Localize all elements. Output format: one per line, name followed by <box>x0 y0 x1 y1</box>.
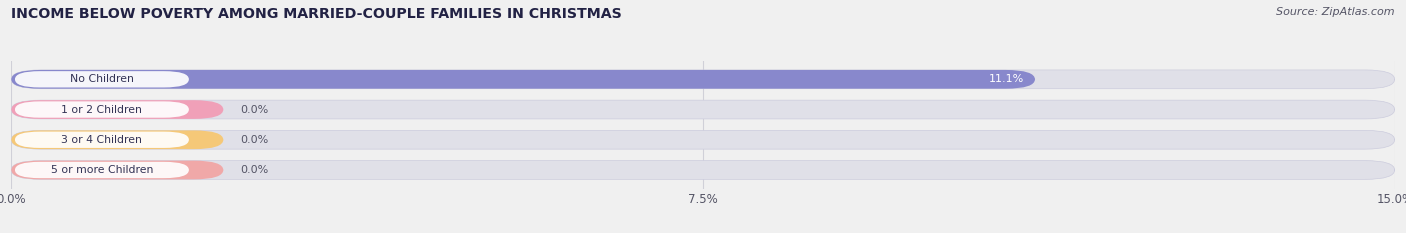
Text: 0.0%: 0.0% <box>240 135 269 145</box>
Text: 0.0%: 0.0% <box>240 105 269 115</box>
FancyBboxPatch shape <box>11 100 224 119</box>
FancyBboxPatch shape <box>11 70 1035 89</box>
FancyBboxPatch shape <box>11 100 1395 119</box>
Text: 1 or 2 Children: 1 or 2 Children <box>62 105 142 115</box>
FancyBboxPatch shape <box>11 161 224 179</box>
FancyBboxPatch shape <box>15 132 188 148</box>
Text: 5 or more Children: 5 or more Children <box>51 165 153 175</box>
Text: 0.0%: 0.0% <box>240 165 269 175</box>
FancyBboxPatch shape <box>11 130 224 149</box>
Text: 3 or 4 Children: 3 or 4 Children <box>62 135 142 145</box>
FancyBboxPatch shape <box>11 70 1395 89</box>
FancyBboxPatch shape <box>15 71 188 87</box>
FancyBboxPatch shape <box>15 162 188 178</box>
FancyBboxPatch shape <box>11 161 1395 179</box>
Text: INCOME BELOW POVERTY AMONG MARRIED-COUPLE FAMILIES IN CHRISTMAS: INCOME BELOW POVERTY AMONG MARRIED-COUPL… <box>11 7 621 21</box>
Text: Source: ZipAtlas.com: Source: ZipAtlas.com <box>1277 7 1395 17</box>
Text: 11.1%: 11.1% <box>988 74 1024 84</box>
FancyBboxPatch shape <box>11 130 1395 149</box>
Text: No Children: No Children <box>70 74 134 84</box>
FancyBboxPatch shape <box>15 101 188 118</box>
